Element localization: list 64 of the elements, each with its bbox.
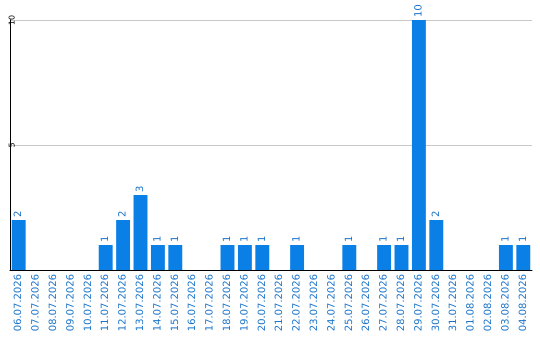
data-label: 1 — [396, 236, 407, 242]
x-tick-label: 21.07.2026 — [274, 274, 286, 332]
data-label: 1 — [500, 236, 512, 242]
data-label: 1 — [152, 236, 164, 242]
data-label: 1 — [239, 236, 250, 242]
x-tick-label: 10.07.2026 — [82, 274, 94, 332]
x-tick-label: 25.07.2026 — [344, 274, 355, 332]
data-label: 1 — [378, 236, 390, 242]
x-tick-label: 31.07.2026 — [448, 274, 460, 332]
x-tick-label: 30.07.2026 — [430, 274, 442, 332]
data-label: 1 — [344, 236, 355, 242]
x-tick-label: 28.07.2026 — [396, 274, 407, 332]
x-tick-label: 19.07.2026 — [239, 274, 250, 332]
bar — [342, 245, 356, 270]
data-label: 1 — [222, 236, 233, 242]
x-tick-label: 20.07.2026 — [256, 274, 268, 332]
bar — [516, 245, 530, 270]
x-tick-label: 09.07.2026 — [65, 274, 76, 332]
data-label: 2 — [13, 210, 24, 217]
data-label: 1 — [292, 236, 303, 242]
x-tick-label: 17.07.2026 — [204, 274, 216, 332]
x-tick-label: 13.07.2026 — [135, 274, 146, 332]
x-tick-label: 22.07.2026 — [292, 274, 303, 332]
data-label: 1 — [518, 236, 529, 242]
bar — [255, 245, 270, 270]
x-tick-label: 14.07.2026 — [152, 274, 164, 332]
bar — [98, 245, 113, 270]
x-tick-label: 24.07.2026 — [326, 274, 338, 332]
x-tick-label: 26.07.2026 — [361, 274, 372, 332]
x-tick-label: 07.07.2026 — [30, 274, 42, 332]
x-tick-label: 06.07.2026 — [13, 274, 24, 332]
bar — [168, 245, 182, 270]
data-label: 2 — [430, 210, 442, 217]
x-tick-label: 18.07.2026 — [222, 274, 233, 332]
bar — [429, 220, 444, 270]
data-label: 1 — [170, 236, 181, 242]
data-label: 2 — [118, 210, 129, 217]
x-tick-label: 04.08.2026 — [518, 274, 529, 332]
bar — [116, 220, 130, 270]
bar — [150, 245, 165, 270]
bar — [377, 245, 392, 270]
x-tick-label: 08.07.2026 — [48, 274, 59, 332]
data-label: 1 — [256, 236, 268, 242]
bar — [394, 245, 408, 270]
x-tick-label: 11.07.2026 — [100, 274, 112, 332]
x-tick-label: 27.07.2026 — [378, 274, 390, 332]
x-tick-label: 16.07.2026 — [187, 274, 198, 332]
x-tick-label: 29.07.2026 — [413, 274, 424, 332]
bar — [290, 245, 304, 270]
x-tick-label: 12.07.2026 — [118, 274, 129, 332]
bar — [238, 245, 252, 270]
bar — [220, 245, 234, 270]
x-tick-label: 23.07.2026 — [309, 274, 320, 332]
x-tick-label: 03.08.2026 — [500, 274, 512, 332]
bar — [134, 195, 148, 270]
x-tick-label: 01.08.2026 — [466, 274, 477, 332]
bar — [412, 20, 426, 270]
data-label: 10 — [413, 4, 424, 17]
bar — [498, 245, 513, 270]
data-label: 1 — [100, 236, 112, 242]
data-label: 3 — [135, 186, 146, 192]
x-tick-label: 02.08.2026 — [483, 274, 494, 332]
bar — [12, 220, 26, 270]
x-tick-label: 15.07.2026 — [170, 274, 181, 332]
